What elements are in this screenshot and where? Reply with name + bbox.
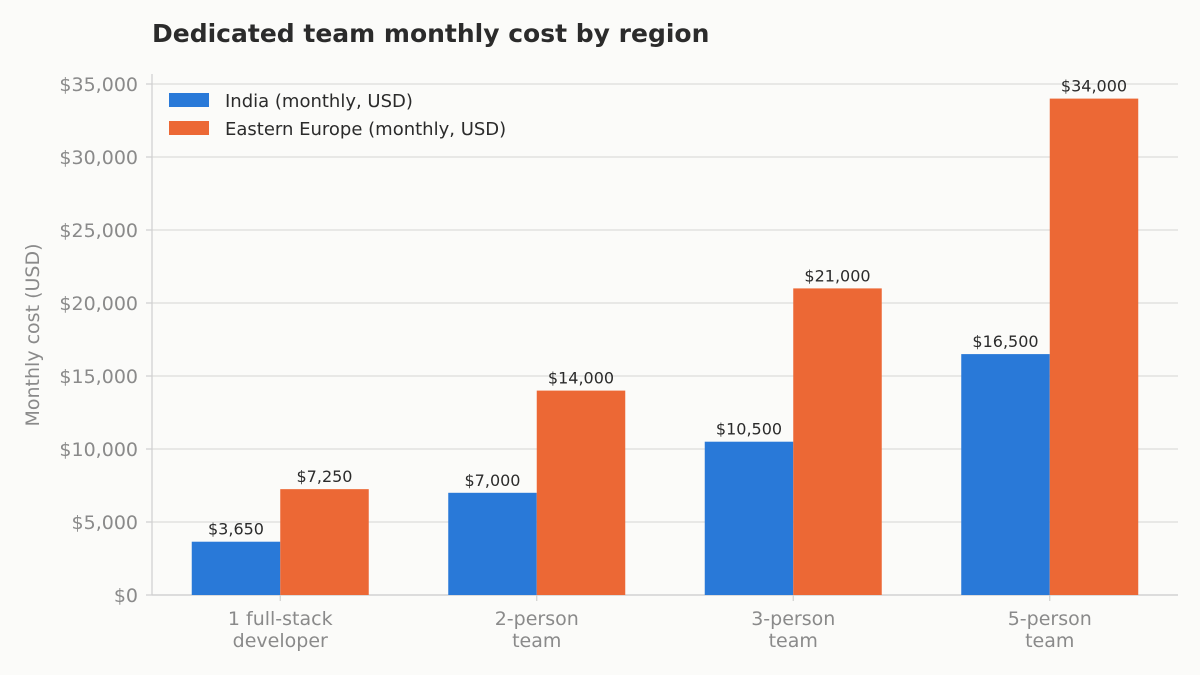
bar-india bbox=[704, 441, 794, 595]
data-label: $21,000 bbox=[804, 266, 870, 285]
y-tick-label: $10,000 bbox=[59, 439, 138, 461]
x-tick-label: developer bbox=[233, 630, 328, 652]
bar-india bbox=[961, 354, 1050, 595]
data-label: $3,650 bbox=[208, 520, 264, 539]
data-labels: $3,650 $7,250 $7,000 $14,000 $10,500 $21,000 $… bbox=[208, 77, 1127, 539]
x-tick-label: team bbox=[1025, 630, 1074, 652]
legend-swatch bbox=[169, 121, 209, 135]
chart-title: Dedicated team monthly cost by region bbox=[152, 19, 709, 48]
legend: India (monthly, USD) Eastern Europe (mont… bbox=[169, 91, 506, 140]
legend-swatch bbox=[169, 93, 209, 107]
bar-eastern-europe bbox=[536, 390, 626, 595]
y-tick-label: $35,000 bbox=[59, 74, 138, 96]
x-tick-label: 2-person bbox=[495, 608, 579, 630]
y-tick-label: $5,000 bbox=[72, 512, 138, 534]
y-tick-label: $0 bbox=[114, 585, 138, 607]
bar-india bbox=[191, 541, 281, 595]
y-tick-label: $25,000 bbox=[59, 220, 138, 242]
bar-eastern-europe bbox=[280, 489, 369, 595]
bar-eastern-europe bbox=[793, 288, 882, 595]
legend-label: India (monthly, USD) bbox=[225, 91, 413, 112]
data-label: $10,500 bbox=[716, 420, 782, 439]
x-tick-label: 5-person bbox=[1008, 608, 1092, 630]
bar-eastern-europe bbox=[1049, 98, 1139, 595]
y-tick-label: $15,000 bbox=[59, 366, 138, 388]
bar-india bbox=[448, 492, 537, 595]
data-label: $7,000 bbox=[465, 471, 521, 490]
x-axis-ticks: 1 full-stackdeveloper2-personteam3-perso… bbox=[228, 595, 1092, 652]
x-tick-label: team bbox=[769, 630, 818, 652]
legend-label: Eastern Europe (monthly, USD) bbox=[225, 119, 506, 140]
data-label: $34,000 bbox=[1061, 77, 1127, 96]
x-tick-label: team bbox=[512, 630, 561, 652]
data-label: $7,250 bbox=[297, 467, 353, 486]
x-tick-label: 3-person bbox=[751, 608, 835, 630]
y-tick-label: $30,000 bbox=[59, 147, 138, 169]
y-axis-label: Monthly cost (USD) bbox=[22, 244, 44, 427]
y-tick-label: $20,000 bbox=[59, 293, 138, 315]
data-label: $16,500 bbox=[972, 332, 1038, 351]
data-label: $14,000 bbox=[548, 369, 614, 388]
bars bbox=[191, 98, 1139, 595]
x-tick-label: 1 full-stack bbox=[228, 608, 333, 630]
